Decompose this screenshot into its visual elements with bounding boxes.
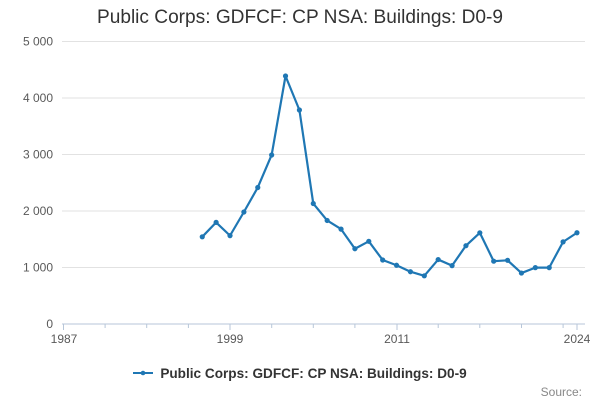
svg-text:2011: 2011 bbox=[384, 332, 410, 346]
svg-text:1987: 1987 bbox=[51, 332, 78, 346]
svg-text:4 000: 4 000 bbox=[23, 91, 53, 105]
svg-text:1999: 1999 bbox=[217, 332, 244, 346]
svg-text:5 000: 5 000 bbox=[23, 35, 53, 49]
svg-text:1 000: 1 000 bbox=[23, 261, 53, 275]
svg-text:3 000: 3 000 bbox=[23, 148, 53, 162]
svg-text:2 000: 2 000 bbox=[23, 204, 53, 218]
svg-text:2024: 2024 bbox=[564, 332, 591, 346]
svg-text:0: 0 bbox=[46, 317, 53, 331]
